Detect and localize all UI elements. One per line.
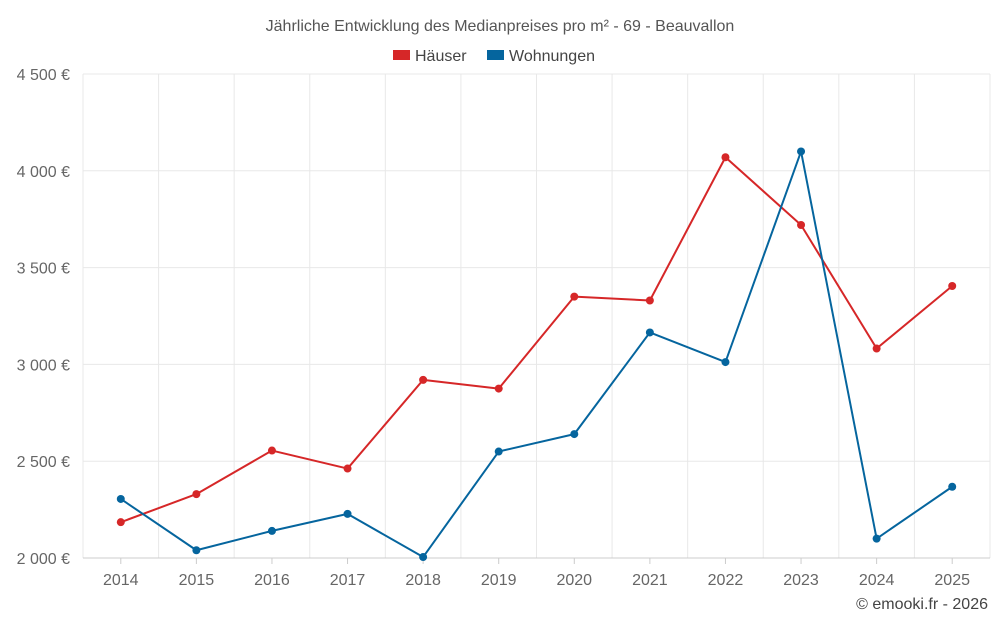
data-point-h-user[interactable] (267, 446, 276, 455)
x-tick-label: 2019 (481, 572, 517, 589)
data-point-h-user[interactable] (419, 375, 428, 384)
data-point-h-user[interactable] (948, 281, 957, 290)
data-point-wohnungen[interactable] (343, 509, 352, 518)
data-point-h-user[interactable] (645, 296, 654, 305)
x-axis: 2014 2015 2016 2017 2018 2019 2020 2021 2022 2023… (83, 557, 990, 589)
chart-title: Jährliche Entwicklung des Medianpreises … (266, 18, 735, 35)
data-point-wohnungen[interactable] (948, 482, 957, 491)
y-tick-label: 2 000 € (17, 551, 70, 568)
x-tick-label: 2021 (632, 572, 668, 589)
series-layer (116, 147, 957, 562)
data-point-h-user[interactable] (116, 518, 125, 527)
data-point-wohnungen[interactable] (419, 553, 428, 562)
data-point-h-user[interactable] (872, 344, 881, 353)
y-tick-label: 4 000 € (17, 164, 70, 181)
y-tick-label: 3 500 € (17, 261, 70, 278)
y-axis: 2 000 € 2 500 € 3 000 € 3 500 € 4 000 € 4 500… (17, 67, 70, 568)
x-tick-label: 2020 (556, 572, 592, 589)
series-line-h-user (120, 156, 953, 524)
data-point-h-user[interactable] (797, 221, 806, 230)
x-tick-label: 2017 (330, 572, 366, 589)
data-point-wohnungen[interactable] (872, 534, 881, 543)
x-tick-label: 2023 (783, 572, 819, 589)
data-point-wohnungen[interactable] (721, 358, 730, 367)
data-point-wohnungen[interactable] (645, 328, 654, 337)
y-tick-label: 3 000 € (17, 357, 70, 374)
series-line-wohnungen (120, 150, 953, 559)
data-point-h-user[interactable] (570, 292, 579, 301)
x-tick-label: 2015 (179, 572, 215, 589)
copyright-credit: © emooki.fr - 2026 (856, 596, 988, 613)
legend-swatch-wohnungen (487, 50, 504, 60)
data-point-h-user[interactable] (192, 490, 201, 499)
y-tick-label: 2 500 € (17, 454, 70, 471)
x-tick-label: 2018 (405, 572, 441, 589)
y-tick-label: 4 500 € (17, 67, 70, 84)
data-point-wohnungen[interactable] (494, 447, 503, 456)
x-tick-label: 2022 (708, 572, 744, 589)
data-point-wohnungen[interactable] (267, 526, 276, 535)
legend-swatch-h-user (393, 50, 410, 60)
legend-label-wohnungen[interactable]: Wohnungen (509, 48, 595, 65)
x-tick-label: 2014 (103, 572, 139, 589)
data-point-wohnungen[interactable] (116, 494, 125, 503)
legend-label-h-user[interactable]: Häuser (415, 48, 467, 65)
data-point-h-user[interactable] (494, 384, 503, 393)
x-tick-label: 2025 (934, 572, 970, 589)
x-tick-label: 2016 (254, 572, 290, 589)
grid-lines (82, 73, 991, 559)
x-tick-label: 2024 (859, 572, 895, 589)
data-point-wohnungen[interactable] (192, 546, 201, 555)
data-point-wohnungen[interactable] (570, 430, 579, 439)
data-point-wohnungen[interactable] (797, 147, 806, 156)
data-point-h-user[interactable] (721, 153, 730, 162)
data-point-h-user[interactable] (343, 464, 352, 473)
chart-legend: Häuser Wohnungen (393, 48, 595, 65)
